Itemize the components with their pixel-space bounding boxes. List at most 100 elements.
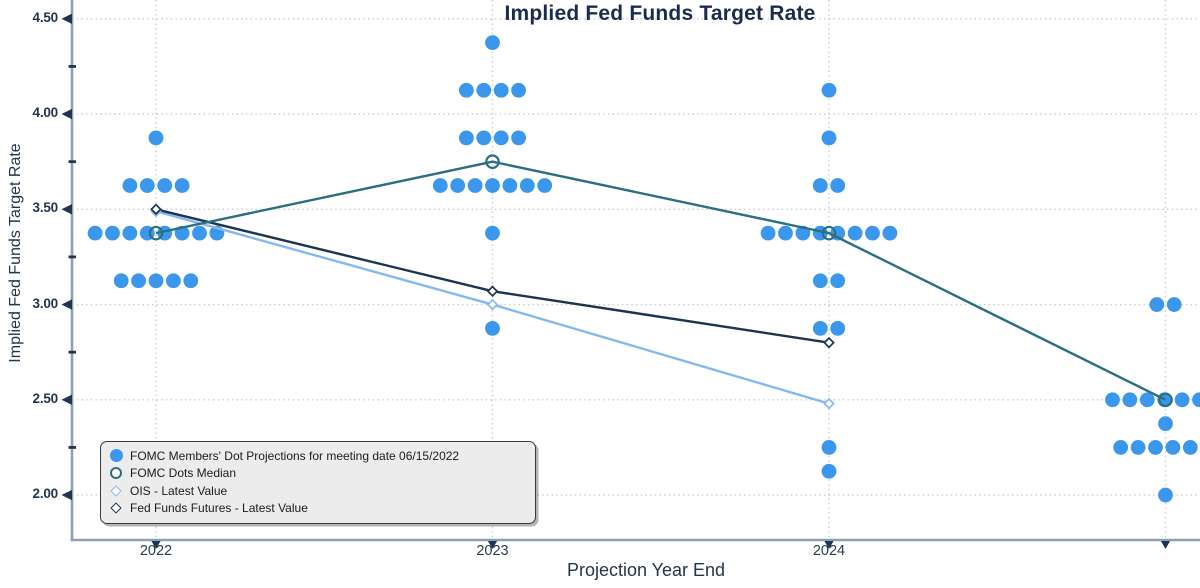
fomc-dot — [812, 178, 828, 193]
fomc-dot — [511, 130, 526, 146]
fomc-dot — [830, 320, 846, 336]
fomc-dot — [865, 225, 880, 241]
fomc-dot — [459, 82, 474, 98]
y-minor-tick — [68, 65, 76, 68]
fomc-dot — [139, 178, 155, 193]
fomc-dot — [812, 320, 828, 336]
fomc-dot — [467, 178, 483, 193]
fomc-dot — [830, 273, 846, 289]
fomc-dot — [537, 178, 553, 193]
x-tick-label-2022: 2022 — [139, 543, 173, 559]
y-major-tick — [61, 13, 72, 24]
fomc-dot — [812, 273, 828, 289]
fomc-dot — [1174, 392, 1190, 408]
legend-label: FOMC Dots Median — [130, 466, 237, 481]
diamond-marker — [823, 397, 835, 410]
x-tick-label-2023: 2023 — [476, 543, 509, 559]
open-diamond-icon — [109, 502, 123, 514]
fomc-dot — [1105, 392, 1120, 408]
y-major-tick — [61, 394, 72, 405]
fomc-dot — [166, 273, 181, 289]
fomc-dot — [1113, 440, 1129, 455]
fomc-dot — [821, 440, 837, 455]
fomc-dot — [131, 273, 147, 289]
legend-box: FOMC Members' Dot Projections for meetin… — [100, 441, 536, 524]
fomc-dot — [192, 225, 207, 241]
fomc-dot — [830, 178, 846, 193]
fomc-dot — [1158, 416, 1173, 432]
y-major-tick — [61, 204, 72, 215]
fomc-dot — [183, 273, 199, 289]
fomc-dot — [847, 225, 863, 241]
y-tick-label-2-00: 2.00 — [32, 486, 59, 501]
fomc-dot — [519, 178, 535, 193]
legend-item-ois: OIS - Latest Value — [109, 482, 525, 500]
x-major-tick — [151, 541, 161, 549]
legend-item-fomc-median: FOMC Dots Median — [109, 465, 525, 483]
series-lines — [155, 160, 1167, 405]
fomc-dot — [485, 320, 500, 336]
x-major-tick — [1160, 541, 1171, 549]
fomc-dot — [113, 273, 129, 289]
legend-item-fomc-dots: FOMC Members' Dot Projections for meetin… — [109, 447, 525, 465]
fomc-dot — [1182, 440, 1198, 455]
fomc-dot — [1122, 392, 1138, 408]
fomc-dot — [778, 225, 793, 241]
median-marker — [821, 225, 837, 241]
diamond-marker — [486, 285, 499, 298]
y-minor-tick — [68, 350, 76, 354]
fomc-dot — [476, 82, 492, 98]
fomc-dot — [502, 178, 518, 193]
y-major-tick — [61, 299, 72, 310]
legend-label: OIS - Latest Value — [130, 483, 228, 498]
x-axis-title: Projection Year End — [566, 560, 726, 580]
legend-label: FOMC Members' Dot Projections for meetin… — [130, 448, 460, 463]
y-major-tick — [61, 108, 72, 120]
y-minor-tick — [68, 255, 76, 259]
legend-label: Fed Funds Futures - Latest Value — [130, 501, 308, 516]
y-minor-tick — [68, 446, 76, 449]
fomc-dot — [450, 178, 466, 193]
y-tick-label-4-50: 4.50 — [32, 10, 59, 25]
fomc-dot — [157, 178, 173, 193]
fomc-dot-projections — [87, 35, 1200, 503]
series-line — [155, 160, 1167, 401]
median-marker — [148, 225, 164, 241]
diamond-marker — [823, 336, 835, 349]
fomc-dot — [485, 178, 500, 193]
fomc-dot — [174, 178, 190, 193]
y-tick-label-2-50: 2.50 — [32, 391, 59, 406]
open-diamond-icon — [109, 485, 123, 497]
fomc-dot — [493, 82, 509, 98]
fomc-dot — [1158, 487, 1173, 503]
x-major-tick — [487, 541, 498, 549]
fomc-dot — [1192, 392, 1200, 408]
open-circle-icon — [109, 467, 123, 480]
legend-item-fed-funds-futures: Fed Funds Futures - Latest Value — [109, 500, 525, 518]
fomc-dot — [432, 178, 448, 193]
fomc-dot — [459, 130, 474, 146]
fomc-dot — [1148, 440, 1163, 455]
fomc-dot — [821, 82, 837, 98]
diamond-marker — [486, 298, 499, 311]
fomc-dot — [1149, 297, 1165, 312]
filled-circle-icon — [109, 449, 123, 463]
fomc-dot — [1165, 440, 1181, 455]
fomc-dot — [485, 35, 500, 51]
fomc-dot — [485, 225, 500, 241]
fomc-dot — [476, 130, 492, 146]
median-marker — [1158, 392, 1173, 408]
y-tick-label-3-50: 3.50 — [32, 200, 59, 215]
fomc-dot — [122, 178, 138, 193]
x-tick-label-2024: 2024 — [812, 543, 846, 559]
fomc-dot — [87, 225, 103, 241]
fomc-dot — [821, 130, 837, 146]
y-minor-tick — [68, 160, 76, 164]
fomc-dot — [882, 225, 898, 241]
median-marker — [485, 154, 500, 169]
chart-title: Implied Fed Funds Target Rate — [504, 2, 816, 25]
fomc-dot — [1130, 440, 1146, 455]
axes — [61, 0, 1200, 549]
